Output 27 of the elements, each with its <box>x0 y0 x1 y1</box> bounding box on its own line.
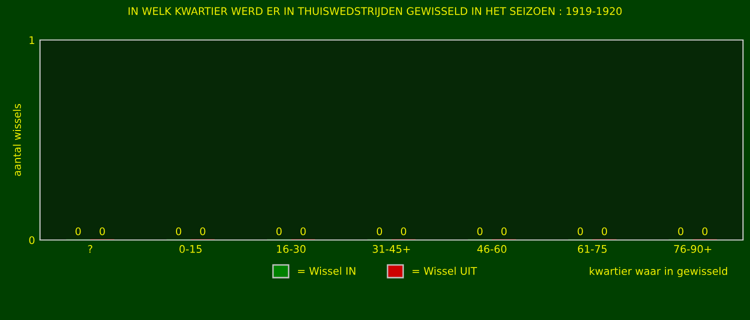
data-label: 0 <box>702 227 708 236</box>
y-tick-label: 1 <box>30 36 34 44</box>
x-tick-label: 46-60 <box>477 245 506 253</box>
legend-label: = Wissel IN <box>298 266 356 275</box>
data-label: 0 <box>300 227 306 236</box>
data-label: 0 <box>200 227 206 236</box>
x-tick-label: 0-15 <box>180 245 202 253</box>
data-label: 0 <box>400 227 406 236</box>
x-tick-label: 16-30 <box>277 245 306 253</box>
data-label: 0 <box>100 227 105 236</box>
data-label: 0 <box>501 227 507 236</box>
x-axis-title: kwartier waar in gewisseld <box>590 266 728 278</box>
chart-title: IN WELK KWARTIER WERD ER IN THUISWEDSTRIJDEN GEWISSELD IN HET SEIZOEN : 1919-1920 <box>128 7 622 17</box>
data-label: 0 <box>578 227 583 236</box>
x-tick-label: 61-75 <box>578 245 607 253</box>
x-tick-label: ? <box>88 245 92 253</box>
data-label: 0 <box>276 227 282 236</box>
data-label: 0 <box>176 227 182 236</box>
y-axis-title: aantal wissels <box>12 104 21 176</box>
x-tick-label: 76-90+ <box>674 245 712 253</box>
data-label: 0 <box>602 227 608 236</box>
data-label: 0 <box>678 227 684 236</box>
data-label: 0 <box>76 227 81 236</box>
x-tick-label: 31-45+ <box>372 245 410 253</box>
data-label: 0 <box>477 227 482 236</box>
legend-label: = Wissel UIT <box>412 266 478 275</box>
data-label: 0 <box>376 227 382 236</box>
